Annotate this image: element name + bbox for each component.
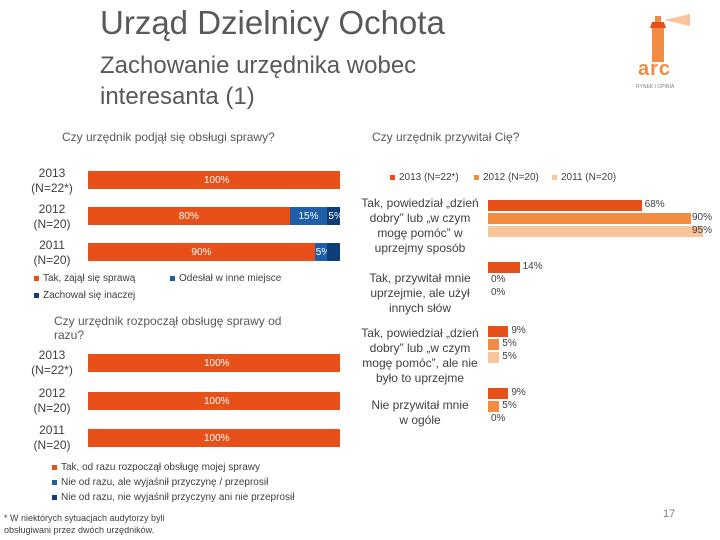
bar-value-label: 100% [204, 433, 230, 444]
bar-value-label: 5% [502, 400, 517, 411]
legend-swatch [390, 175, 395, 180]
bar-segment [88, 392, 340, 410]
legend-swatch [52, 480, 57, 485]
chart2-plot: 100% 100% 100% [88, 352, 340, 452]
bar-value-label: 14% [522, 261, 543, 272]
chart3-category-label: Nie przywitał mnie w ogóle [371, 398, 469, 427]
chart3-title: Czy urzędnik przywitał Cię? [372, 130, 520, 144]
bar-value-label: 100% [204, 175, 230, 186]
bar-segment [88, 243, 315, 261]
legend-item: 2011 (N=20) [552, 172, 616, 183]
chart2-category-label: 2013 (N=22*) [31, 348, 73, 377]
bar-value-label: 90% [692, 212, 713, 223]
legend-swatch [170, 276, 175, 281]
bar-0-2 [488, 226, 703, 237]
page-subtitle: Zachowanie urzędnika wobec interesanta (… [100, 52, 417, 110]
bar-2-2 [488, 352, 500, 363]
lighthouse-icon [650, 14, 690, 62]
bar-value-label: 100% [204, 396, 230, 407]
bar-value-label: 0% [491, 413, 506, 424]
chart2-category-label: 2011 (N=20) [33, 423, 71, 452]
page-title: Urząd Dzielnicy Ochota [100, 4, 445, 41]
bar-segment [88, 171, 340, 189]
legend-item: Tak, od razu rozpoczął obsługę mojej spr… [52, 462, 260, 473]
legend-item: 2012 (N=20) [474, 172, 539, 183]
chart3-category-label: Tak, powiedział „dzień dobry” lub „w czym… [361, 326, 479, 385]
bar-3-0 [488, 388, 509, 399]
bar-0-0 [488, 200, 642, 211]
legend-item: Nie od razu, ale wyjaśnił przyczynę / pr… [52, 477, 268, 488]
legend-swatch [52, 495, 57, 500]
chart2-title: Czy urzędnik rozpoczął obsługę sprawy od… [54, 314, 282, 342]
legend-swatch [52, 465, 57, 470]
logo-text: arc [638, 58, 672, 80]
bar-value-label: 80% [178, 211, 199, 222]
legend-item: Zachował się inaczej [34, 290, 135, 301]
bar-value-label: 68% [644, 199, 665, 210]
legend-swatch [34, 293, 39, 298]
bar-2-0 [488, 326, 509, 337]
bar-value-label: 5% [328, 211, 343, 222]
legend-item: Tak, zajął się sprawą [34, 273, 135, 284]
legend-swatch [474, 175, 479, 180]
bar-1-0 [488, 262, 520, 273]
arc-logo: arc RYNEK I OPINIA [630, 14, 696, 94]
bar-segment [327, 207, 340, 225]
chart1-title: Czy urzędnik podjął się obsługi sprawy? [62, 130, 275, 144]
page-number: 17 [663, 508, 676, 520]
chart1-category-label: 2013 (N=22*) [31, 166, 73, 195]
chart3-plot: 68% 90% 95% 14% 0% 0% 9% 5% 5% 9% 5% 0% [488, 190, 714, 440]
chart3-category-label: Tak, powiedział „dzień dobry” lub „w czym… [361, 196, 479, 255]
bar-segment [88, 354, 340, 372]
bar-value-label: 9% [511, 387, 526, 398]
bar-value-label: 90% [191, 247, 212, 258]
bar-0-1 [488, 213, 692, 224]
bar-segment [289, 207, 328, 225]
bar-value-label: 5% [315, 247, 331, 258]
bar-value-label: 5% [502, 338, 517, 349]
bar-segment [88, 207, 290, 225]
bar-value-label: 100% [204, 358, 230, 369]
chart2-category-label: 2012 (N=20) [33, 386, 71, 415]
bar-value-label: 0% [491, 287, 506, 298]
bar-value-label: 9% [511, 325, 526, 336]
bar-2-1 [488, 339, 500, 350]
chart1-category-label: 2011 (N=20) [33, 238, 71, 267]
legend-item: Nie od razu, nie wyjaśnił przyczyny ani … [52, 492, 294, 503]
bar-3-1 [488, 401, 500, 412]
chart3-category-label: Tak, przywitał mnie uprzejmie, ale użył i… [369, 271, 471, 315]
logo-tagline: RYNEK I OPINIA [636, 84, 675, 90]
legend-item: 2013 (N=22*) [390, 172, 459, 183]
chart1-plot: 100% 80% 15% 5% 90% 5% [88, 165, 343, 265]
bar-segment [327, 243, 340, 261]
chart1-category-label: 2012 (N=20) [33, 202, 71, 231]
bar-value-label: 15% [298, 211, 319, 222]
bar-segment [314, 243, 328, 261]
bar-value-label: 0% [491, 274, 506, 285]
legend-item: Odesłał w inne miejsce [170, 273, 281, 284]
bar-segment [88, 429, 340, 447]
legend-swatch [552, 175, 557, 180]
legend-swatch [34, 276, 39, 281]
bar-value-label: 95% [692, 225, 713, 236]
bar-value-label: 5% [502, 351, 517, 362]
footnote: * W niektórych sytuacjach audytorzy byli… [4, 513, 165, 535]
